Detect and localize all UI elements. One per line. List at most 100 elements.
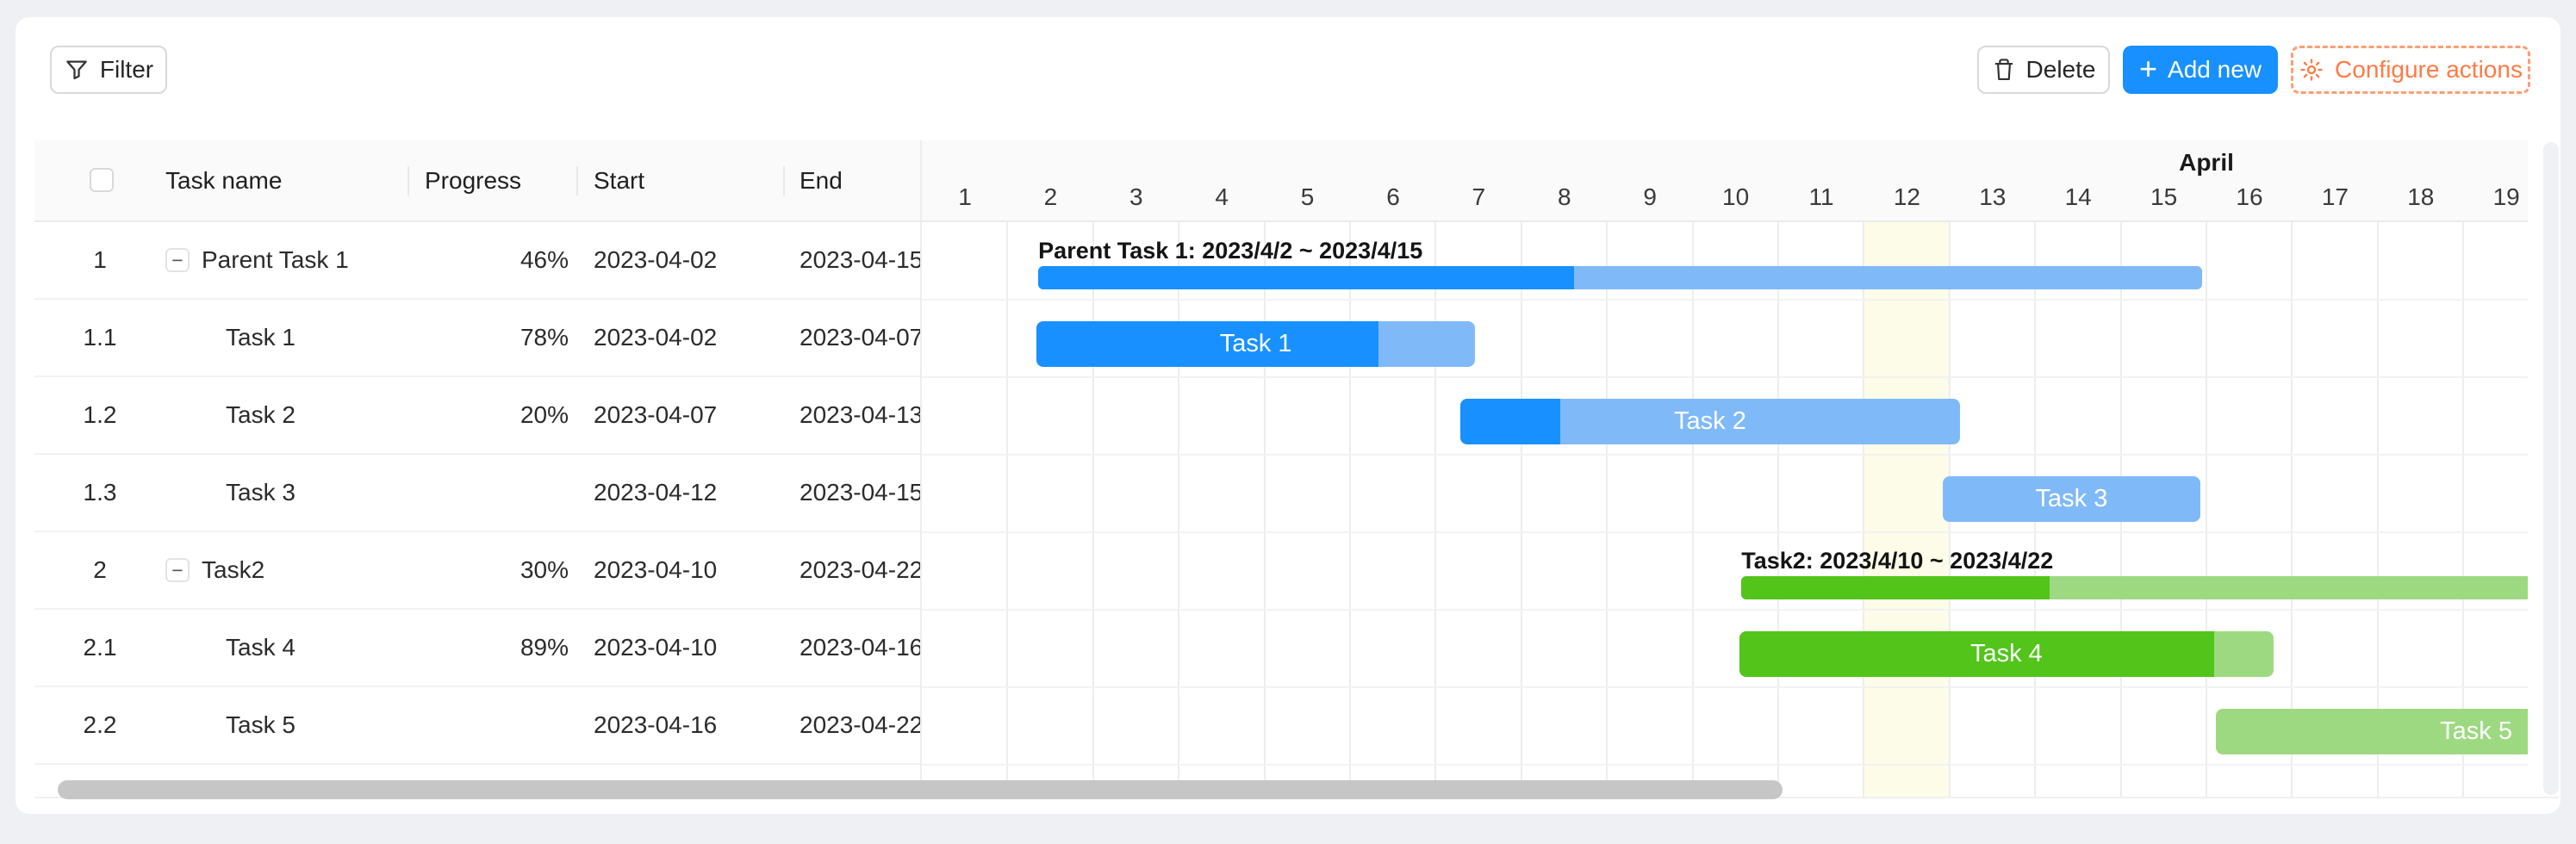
table-row[interactable]: 2.1 Task 4 89% 2023-04-10 2023-04-16: [34, 610, 920, 687]
task-name-cell: Task 4: [165, 610, 484, 686]
progress-cell: 20%: [520, 401, 569, 428]
task-name-label: Task 1: [226, 324, 296, 351]
row-gridline: [922, 376, 2528, 378]
day-header-cell: 3: [1129, 183, 1143, 210]
task-name-label: Task 3: [226, 479, 296, 506]
task-name-cell: Task 3: [165, 455, 484, 531]
table-row[interactable]: 2 − Task2 30% 2023-04-10 2023-04-22: [34, 532, 920, 610]
day-header-cell: 14: [2064, 183, 2092, 210]
day-header-cell: 7: [1472, 183, 1486, 210]
day-header-cell: 10: [1722, 183, 1750, 210]
column-header-end[interactable]: End: [800, 166, 843, 194]
column-header-task-name[interactable]: Task name: [165, 166, 283, 194]
vertical-scrollbar-gutter[interactable]: [2543, 142, 2559, 795]
day-gridline: [1863, 222, 1865, 797]
task-progress-fill: [1460, 399, 1561, 444]
task-bar[interactable]: Task 2: [1460, 399, 1960, 444]
configure-actions-button[interactable]: Configure actions: [2291, 46, 2530, 94]
row-seq: 2.2: [83, 711, 117, 738]
column-separator: [576, 166, 578, 195]
progress-cell: 46%: [520, 246, 569, 273]
task-name-label: Task2: [202, 556, 265, 583]
table-row[interactable]: 1 − Parent Task 1 46% 2023-04-02 2023-04-15: [34, 222, 920, 300]
configure-actions-label: Configure actions: [2335, 56, 2523, 83]
day-gridline: [1606, 222, 1608, 797]
day-gridline: [1520, 222, 1522, 797]
gear-icon: [2299, 57, 2324, 83]
horizontal-scrollbar-thumb[interactable]: [58, 780, 1783, 799]
day-gridline: [1691, 222, 1694, 797]
task-bar[interactable]: Task 1: [1036, 321, 1476, 367]
row-gridline: [922, 609, 2528, 611]
day-header-cell: 17: [2321, 183, 2349, 210]
task-name-cell: − Task2: [165, 532, 424, 608]
collapse-toggle-icon[interactable]: −: [165, 558, 190, 582]
start-date-cell: 2023-04-10: [594, 556, 718, 583]
day-gridline: [2206, 222, 2207, 797]
day-gridline: [2291, 222, 2293, 797]
task-progress-fill: [1038, 266, 1574, 289]
filter-funnel-icon: [64, 57, 90, 83]
filter-button[interactable]: Filter: [50, 46, 167, 94]
today-column-highlight: [1864, 222, 1950, 797]
trash-icon: [1992, 57, 2016, 83]
table-body: 1− Parent Task 1 46% 2023-04-02 2023-04-15 1.…: [34, 222, 920, 797]
end-date-cell: 2023-04-15: [800, 246, 920, 273]
task-name-label: Task 2: [226, 401, 296, 428]
task-bar[interactable]: [2215, 709, 2528, 754]
progress-cell: 89%: [520, 634, 569, 661]
task-name-label: Task 4: [226, 634, 296, 661]
day-header-cell: 19: [2492, 183, 2520, 210]
summary-task-bar[interactable]: [1741, 576, 2528, 599]
progress-cell: [414, 455, 569, 531]
day-gridline: [1777, 222, 1779, 797]
gantt-chart-area: Parent Task 1: 2023/4/2 ~ 2023/4/15 Task …: [920, 222, 2528, 797]
delete-button[interactable]: Delete: [1977, 46, 2110, 94]
summary-task-label: Parent Task 1: 2023/4/2 ~ 2023/4/15: [1038, 238, 1423, 264]
summary-task-bar[interactable]: [1038, 266, 2203, 289]
task-bar[interactable]: Task 3: [1942, 476, 2201, 522]
row-gridline: [922, 764, 2528, 766]
row-seq: 1.3: [83, 479, 117, 506]
day-header-cell: 2: [1043, 183, 1058, 210]
plus-icon: +: [2139, 50, 2158, 86]
gantt-component: Task name Progress Start End April 1 2 3 4 5…: [34, 140, 2559, 799]
task-progress-fill: [1739, 631, 2215, 677]
filter-button-label: Filter: [99, 56, 154, 83]
table-row[interactable]: 2.2 Task 5 2023-04-16 2023-04-22: [34, 687, 920, 765]
task-progress-fill: [1741, 576, 2050, 599]
day-gridline: [1092, 222, 1094, 797]
day-gridline: [1349, 222, 1351, 797]
column-header-progress[interactable]: Progress: [425, 166, 522, 194]
table-row[interactable]: 1.3 Task 3 2023-04-12 2023-04-15: [34, 455, 920, 532]
end-date-cell: 2023-04-22: [800, 711, 920, 738]
end-date-cell: 2023-04-15: [800, 479, 920, 506]
start-date-cell: 2023-04-07: [594, 401, 718, 428]
start-date-cell: 2023-04-16: [594, 711, 718, 738]
day-header-cell: 1: [958, 183, 972, 210]
column-header-start[interactable]: Start: [594, 166, 645, 194]
task-name-cell: Task 2: [165, 377, 484, 453]
end-date-cell: 2023-04-13: [800, 401, 920, 428]
table-row[interactable]: 1.1 Task 1 78% 2023-04-02 2023-04-07: [34, 300, 920, 377]
table-row[interactable]: 1.2 Task 2 20% 2023-04-07 2023-04-13: [34, 377, 920, 455]
day-header-cell: 5: [1300, 183, 1315, 210]
day-header-cell: 13: [1979, 183, 2007, 210]
task-progress-fill: [1036, 321, 1379, 367]
end-date-cell: 2023-04-07: [800, 324, 920, 351]
select-all-checkbox[interactable]: [90, 168, 114, 192]
task-bar[interactable]: Task 4: [1739, 631, 2274, 677]
start-date-cell: 2023-04-12: [594, 479, 718, 506]
collapse-toggle-icon[interactable]: −: [165, 248, 190, 272]
task-name-label: Task 5: [226, 711, 296, 738]
add-new-button[interactable]: + Add new: [2123, 46, 2278, 94]
day-header-cell: 16: [2236, 183, 2263, 210]
day-header-cell: 4: [1215, 183, 1229, 210]
column-separator: [783, 166, 785, 195]
task-name-label: Parent Task 1: [202, 246, 349, 273]
row-gridline: [922, 531, 2528, 533]
summary-task-label: Task2: 2023/4/10 ~ 2023/4/22: [1741, 548, 2054, 574]
column-separator: [408, 166, 409, 195]
month-label: April: [2179, 149, 2234, 176]
progress-cell: 30%: [520, 556, 569, 583]
